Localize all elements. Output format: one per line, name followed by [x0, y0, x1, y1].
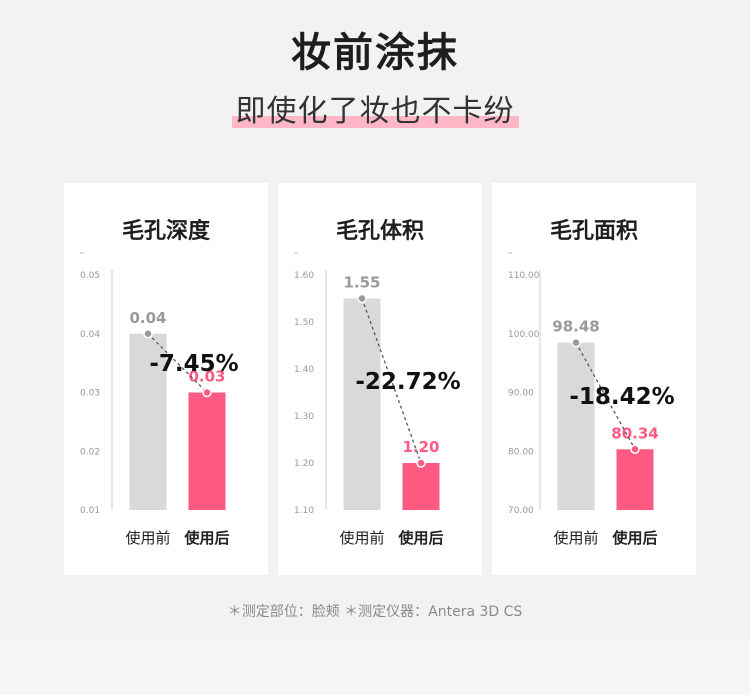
- category-label: 使用前: [339, 529, 384, 547]
- y-tick-label: 1.30: [294, 412, 314, 422]
- before-point: [357, 293, 367, 304]
- y-tick-label: 110.00: [508, 271, 540, 281]
- before-point: [143, 329, 153, 339]
- after-point: [202, 387, 212, 398]
- y-tick-label: 1.60: [294, 271, 314, 281]
- connector-line: [361, 298, 422, 464]
- bottom-band: [0, 640, 750, 695]
- bar: [616, 449, 654, 510]
- chart-title: 毛孔深度: [121, 219, 210, 244]
- bar: [343, 298, 381, 510]
- chart-svg: 110.00 100.00 90.00 80.00 70.00 98.48 使用前 80.34…: [508, 252, 675, 547]
- bar: [129, 333, 167, 510]
- connector-line: [147, 333, 208, 393]
- chart-card-depth: 毛孔深度 0.05 0.04 0.03 0.02 0.01 0.04 使用前 0.03 使用后 -…: [64, 183, 268, 575]
- page-subtitle: 即使化了妆也不卡纷: [231, 86, 519, 130]
- category-label: 使用后: [397, 529, 443, 547]
- y-tick-label: 90.00: [508, 389, 534, 399]
- bar: [188, 392, 226, 510]
- y-tick-label: 80.00: [508, 447, 534, 457]
- y-tick-label: 1.10: [294, 506, 314, 516]
- y-tick-label: 0.03: [80, 389, 100, 399]
- chart-card-area: 毛孔面积 110.00 100.00 90.00 80.00 70.00 98.48 使用前…: [492, 183, 696, 575]
- connector-line: [575, 342, 636, 450]
- before-point: [571, 337, 581, 348]
- chart-svg: 1.60 1.50 1.40 1.30 1.20 1.10 1.55 使用前 1.20 使用后 -2…: [294, 252, 461, 547]
- subtitle-wrap: 即使化了妆也不卡纷: [0, 86, 750, 130]
- change-label: -7.45%: [149, 351, 238, 377]
- after-point: [416, 458, 426, 468]
- change-label: -22.72%: [355, 369, 460, 395]
- y-tick-label: 70.00: [508, 506, 534, 516]
- y-tick-label: 1.50: [294, 318, 314, 328]
- y-tick-label: 100.00: [508, 330, 540, 340]
- y-tick-label: 0.04: [80, 330, 100, 340]
- bar: [402, 463, 440, 510]
- after-point: [630, 444, 640, 455]
- chart-svg: 0.05 0.04 0.03 0.02 0.01 0.04 使用前 0.03 使用后 -7.45%: [80, 252, 239, 547]
- change-label: -18.42%: [569, 384, 674, 410]
- category-label: 使用前: [553, 529, 598, 547]
- value-label: 1.55: [343, 274, 380, 292]
- y-tick-label: 0.02: [80, 447, 100, 457]
- category-label: 使用后: [183, 529, 229, 547]
- page-title: 妆前涂抹: [291, 30, 459, 76]
- footnote: ＊测定部位：脸颊 ＊测定仪器：Antera 3D CS: [227, 604, 523, 620]
- chart-title: 毛孔体积: [335, 219, 424, 244]
- value-label: 0.04: [129, 309, 166, 327]
- chart-card-volume: 毛孔体积 1.60 1.50 1.40 1.30 1.20 1.10 1.55 使用前 1.20…: [278, 183, 482, 575]
- value-label: 80.34: [611, 424, 658, 442]
- y-tick-label: 1.20: [294, 459, 314, 469]
- value-label: 98.48: [552, 318, 599, 336]
- category-label: 使用前: [125, 529, 170, 547]
- value-label: 0.03: [188, 368, 225, 386]
- bar: [557, 342, 595, 510]
- category-label: 使用后: [611, 529, 657, 547]
- chart-title: 毛孔面积: [549, 219, 638, 244]
- y-tick-label: 0.01: [80, 506, 100, 516]
- value-label: 1.20: [402, 438, 439, 456]
- y-tick-label: 0.05: [80, 271, 100, 281]
- y-tick-label: 1.40: [294, 365, 314, 375]
